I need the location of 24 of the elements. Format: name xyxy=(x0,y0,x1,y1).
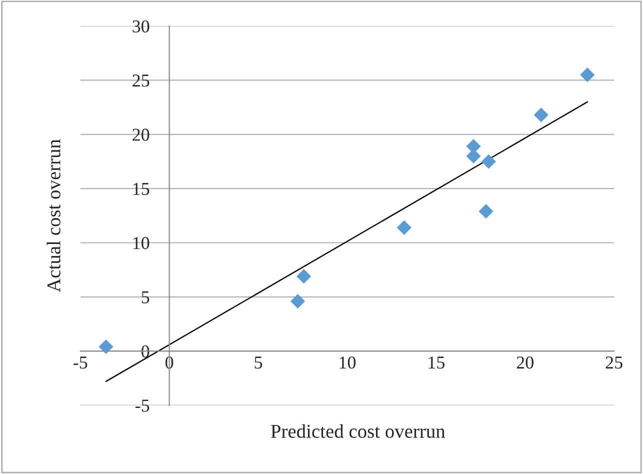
point xyxy=(290,294,306,309)
y-axis-title: Actual cost overrun xyxy=(46,139,60,292)
y-tick-label: 5 xyxy=(142,291,150,304)
point xyxy=(98,339,114,354)
y-tick-label: 20 xyxy=(132,128,150,141)
point xyxy=(481,154,496,169)
x-tick-label: 20 xyxy=(516,356,534,369)
x-axis-title: Predicted cost overrun xyxy=(270,424,446,438)
y-tick-label: 30 xyxy=(132,20,150,33)
point xyxy=(580,68,595,82)
point xyxy=(534,108,548,122)
y-tick-label: 10 xyxy=(133,237,150,250)
point xyxy=(478,204,494,219)
y-tick-label: -5 xyxy=(136,400,150,412)
x-tick-label: 25 xyxy=(606,356,622,369)
x-tick-label: 10 xyxy=(340,356,356,369)
y-tick-label: 15 xyxy=(133,182,150,196)
x-tick-label: -5 xyxy=(74,356,88,369)
point xyxy=(296,269,312,284)
x-tick-label: 5 xyxy=(254,356,262,369)
x-tick-label: 0 xyxy=(166,356,174,369)
point xyxy=(396,220,412,235)
y-tick-label: 25 xyxy=(132,74,150,87)
x-tick-label: 15 xyxy=(428,356,444,369)
